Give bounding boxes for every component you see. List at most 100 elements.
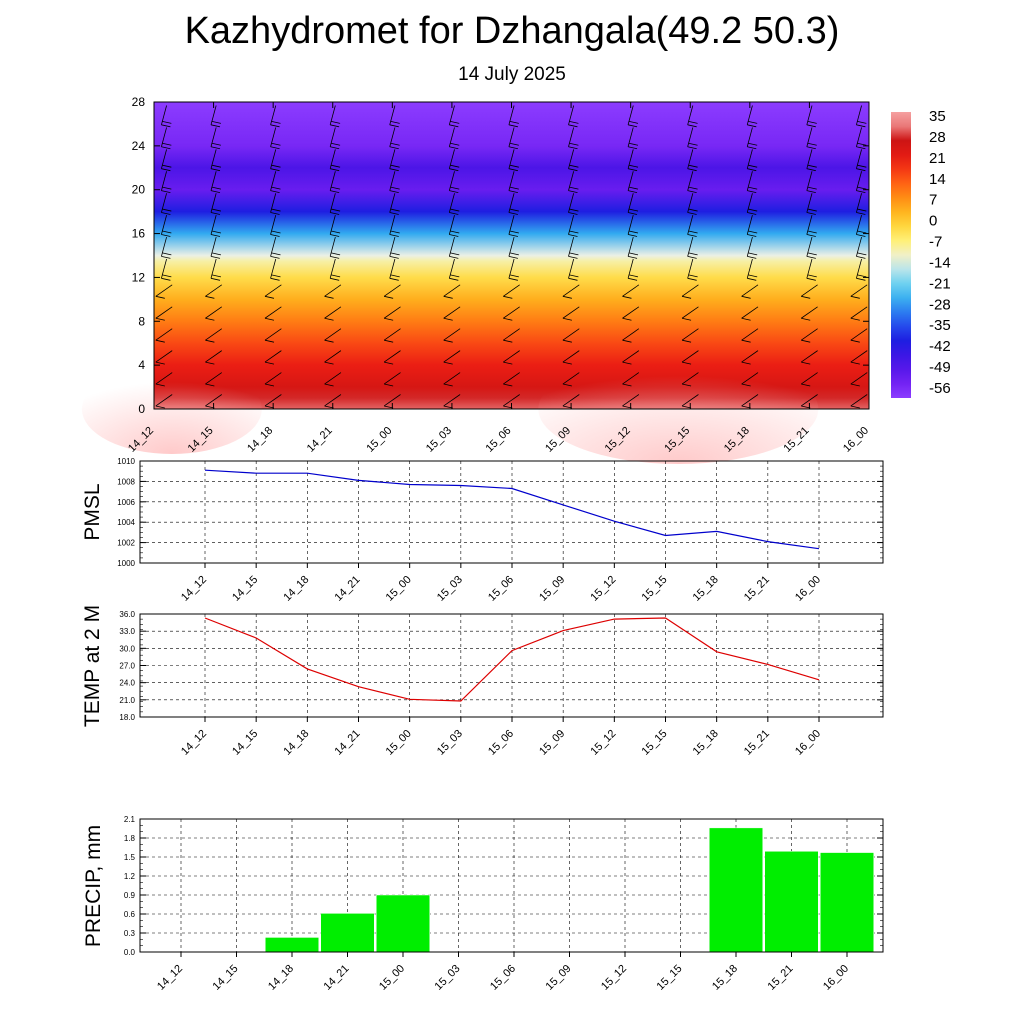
precip-bar (764, 851, 819, 953)
wind-barb-flag (801, 361, 811, 365)
wind-barb-flag (264, 383, 275, 387)
wind-barb (856, 193, 867, 215)
ytick-label: 0.3 (124, 929, 136, 938)
wind-barb (508, 149, 519, 172)
wind-barb (161, 149, 172, 172)
wind-barb-flag (324, 339, 334, 343)
wind-barb-flag (390, 274, 400, 278)
wind-barb-staff (627, 127, 634, 147)
wind-barb-flag (627, 212, 638, 215)
wind-barb-flag (681, 339, 692, 343)
wind-barb-flag (503, 383, 513, 387)
wind-barb-flag (627, 124, 638, 128)
wind-barb (508, 193, 519, 215)
wind-barb-flag (806, 146, 816, 150)
wind-barb-flag (162, 274, 172, 278)
wind-barb-staff (746, 171, 753, 191)
wind-barb-flag (806, 190, 816, 193)
colorbar-label: -35 (929, 317, 951, 334)
wind-barb-flag (331, 252, 341, 256)
wind-barb (443, 306, 461, 321)
wind-barb-flag (627, 277, 638, 281)
wind-barb-flag (331, 120, 341, 124)
xtick-label: 15_18 (691, 728, 721, 758)
wind-barb-staff (443, 328, 461, 341)
wind-barb-staff (210, 236, 217, 257)
wind-barb-staff (627, 236, 634, 257)
wind-barb-flag (264, 295, 275, 299)
wind-barb (741, 394, 759, 409)
wind-barb (562, 394, 580, 409)
wind-barb-flag (508, 124, 518, 128)
wind-barb (687, 171, 698, 193)
wind-barb-flag (443, 339, 453, 343)
wind-barb-staff (389, 171, 396, 191)
colorbar-label: -14 (929, 254, 951, 271)
wind-barb-flag (450, 142, 460, 146)
wind-barb-staff (806, 236, 813, 257)
chart-subtitle: 14 July 2025 (458, 64, 566, 85)
wind-barb (687, 127, 698, 150)
wind-barb-staff (741, 328, 759, 341)
wind-barb-flag (210, 212, 221, 215)
wind-barb-staff (508, 127, 515, 147)
wind-barb-staff (324, 394, 342, 407)
wind-barb-flag (155, 295, 165, 299)
wind-barb (503, 284, 520, 299)
heatmap-xtick-label: 15_03 (424, 425, 454, 455)
wind-barb (443, 350, 461, 365)
wind-barb-staff (627, 193, 634, 213)
wind-barb-flag (622, 405, 632, 409)
wind-barb-staff (443, 284, 461, 297)
wind-barb-flag (390, 164, 400, 168)
wind-barb-flag (450, 252, 460, 256)
wind-barb (850, 394, 868, 409)
wind-barb-flag (384, 317, 394, 321)
wind-barb-staff (329, 127, 336, 147)
wind-barb-staff (562, 372, 580, 385)
wind-barb-staff (508, 258, 515, 279)
wind-barb-flag (162, 120, 172, 124)
wind-barb-flag (450, 274, 460, 278)
wind-barb (627, 105, 639, 128)
colorbar-label: 35 (929, 108, 946, 125)
wind-barb (448, 149, 460, 172)
wind-barb-flag (628, 230, 639, 234)
wind-barb (568, 149, 579, 172)
wind-barb-flag (210, 277, 221, 281)
wind-barb (205, 372, 223, 387)
wind-barb-flag (741, 361, 751, 365)
wind-barb (270, 193, 281, 215)
wind-barb-staff (627, 149, 634, 169)
wind-barb-flag (569, 164, 579, 168)
precip-bar (320, 913, 375, 953)
heatmap-ytick-label: 12 (132, 270, 146, 284)
wind-barb-flag (503, 317, 513, 321)
wind-barb-staff (856, 149, 862, 169)
wind-barb (850, 306, 868, 321)
wind-barb-staff (806, 215, 813, 235)
xtick-label: 14_12 (155, 963, 185, 993)
wind-barb-staff (622, 284, 640, 297)
wind-barb-flag (162, 208, 172, 212)
wind-barb (161, 171, 172, 193)
wind-barb-flag (210, 124, 221, 128)
wind-barb-staff (746, 149, 753, 169)
wind-barb-flag (628, 208, 639, 212)
ytick-label: 0.9 (124, 891, 136, 900)
ytick-label: 2.1 (124, 815, 136, 824)
wind-barb-flag (324, 317, 334, 321)
wind-barb-flag (384, 405, 394, 409)
wind-barb-staff (562, 350, 580, 363)
wind-barb (856, 258, 867, 281)
wind-barb (264, 350, 282, 365)
xtick-label: 15_00 (384, 574, 414, 604)
wind-barb (161, 236, 172, 259)
wind-barb-staff (383, 306, 401, 319)
wind-barb-flag (508, 234, 518, 237)
wind-barb (627, 149, 639, 172)
wind-barb-flag (748, 142, 758, 146)
wind-barb (806, 127, 817, 150)
xtick-label: 16_00 (821, 963, 851, 993)
wind-barb (687, 258, 698, 281)
